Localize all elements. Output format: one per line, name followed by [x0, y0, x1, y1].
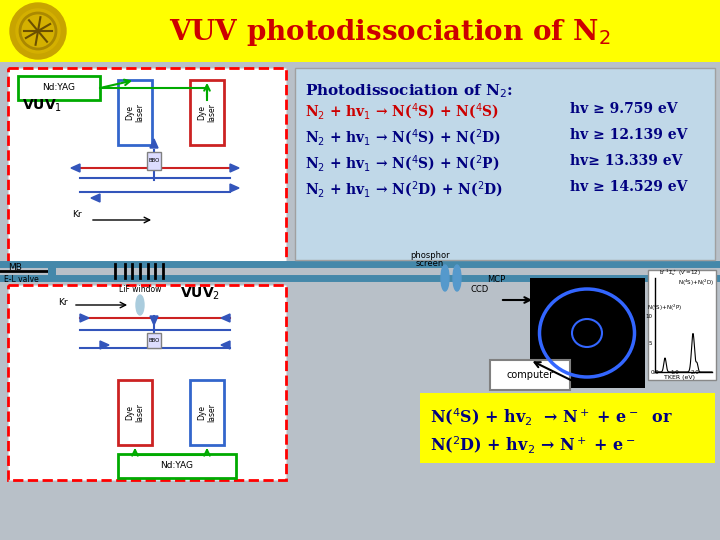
Text: CCD: CCD	[471, 285, 489, 294]
Text: hv≥ 13.339 eV: hv≥ 13.339 eV	[570, 154, 683, 168]
Text: MB: MB	[8, 263, 22, 272]
Text: N($^4$S)+N($^2$D): N($^4$S)+N($^2$D)	[678, 278, 714, 288]
Ellipse shape	[453, 265, 461, 291]
Polygon shape	[150, 316, 158, 325]
Text: N$_2$ + hv$_1$ → N($^4$S) + N($^4$S): N$_2$ + hv$_1$ → N($^4$S) + N($^4$S)	[305, 102, 499, 123]
FancyBboxPatch shape	[147, 333, 161, 348]
Text: phosphor: phosphor	[410, 251, 450, 260]
FancyBboxPatch shape	[648, 270, 716, 380]
FancyBboxPatch shape	[490, 360, 570, 390]
Text: MCP: MCP	[487, 275, 505, 284]
FancyBboxPatch shape	[118, 380, 152, 445]
Text: hv ≥ 12.139 eV: hv ≥ 12.139 eV	[570, 128, 688, 142]
Text: VUV$_1$: VUV$_1$	[22, 98, 62, 114]
Text: N$_2$ + hv$_1$ → N($^2$D) + N($^2$D): N$_2$ + hv$_1$ → N($^2$D) + N($^2$D)	[305, 180, 503, 200]
Text: VUV photodissociation of N$_2$: VUV photodissociation of N$_2$	[169, 17, 611, 49]
FancyBboxPatch shape	[0, 0, 720, 62]
Text: Dye
laser: Dye laser	[197, 104, 217, 123]
Text: Nd:YAG: Nd:YAG	[42, 84, 76, 92]
Text: BBO: BBO	[148, 159, 160, 164]
FancyBboxPatch shape	[0, 62, 720, 540]
Circle shape	[10, 3, 66, 59]
FancyBboxPatch shape	[118, 80, 152, 145]
Text: Dye
laser: Dye laser	[197, 403, 217, 422]
Text: Kr: Kr	[72, 210, 81, 219]
Text: Dye
laser: Dye laser	[125, 104, 145, 123]
Text: BBO: BBO	[148, 338, 160, 342]
Polygon shape	[221, 341, 230, 349]
Text: N$_2$ + hv$_1$ → N($^4$S) + N($^2$D): N$_2$ + hv$_1$ → N($^4$S) + N($^2$D)	[305, 128, 501, 148]
Polygon shape	[100, 341, 109, 349]
Ellipse shape	[441, 265, 449, 291]
FancyBboxPatch shape	[420, 393, 715, 463]
Text: 5: 5	[649, 341, 652, 346]
Text: Nd:YAG: Nd:YAG	[161, 462, 194, 470]
Text: 1.0: 1.0	[670, 370, 680, 375]
Text: Photodissociation of N$_2$:: Photodissociation of N$_2$:	[305, 82, 513, 100]
Polygon shape	[221, 314, 230, 322]
FancyBboxPatch shape	[295, 68, 715, 260]
Text: TKER (eV): TKER (eV)	[665, 375, 696, 380]
Polygon shape	[91, 194, 100, 202]
Text: screen: screen	[416, 259, 444, 268]
Text: VUV$_2$: VUV$_2$	[180, 286, 220, 302]
Polygon shape	[80, 314, 89, 322]
FancyBboxPatch shape	[18, 76, 100, 100]
FancyBboxPatch shape	[118, 454, 236, 478]
FancyBboxPatch shape	[8, 285, 286, 480]
Polygon shape	[150, 139, 158, 148]
Polygon shape	[230, 184, 239, 192]
Polygon shape	[71, 164, 80, 172]
FancyBboxPatch shape	[190, 80, 224, 145]
FancyBboxPatch shape	[48, 264, 56, 278]
FancyBboxPatch shape	[8, 68, 286, 263]
FancyBboxPatch shape	[190, 380, 224, 445]
Text: LiF window: LiF window	[119, 285, 161, 294]
Text: N$_2$ + hv$_1$ → N($^4$S) + N($^2$P): N$_2$ + hv$_1$ → N($^4$S) + N($^2$P)	[305, 154, 500, 174]
Text: computer: computer	[506, 370, 554, 380]
Text: Kr: Kr	[58, 298, 68, 307]
Text: 0.0: 0.0	[651, 370, 660, 375]
Text: N($^2$D) + hv$_2$ → N$^+$ + e$^-$: N($^2$D) + hv$_2$ → N$^+$ + e$^-$	[430, 435, 635, 456]
Text: Dye
laser: Dye laser	[125, 403, 145, 422]
Text: N($^4$S) + hv$_2$  → N$^+$ + e$^-$  or: N($^4$S) + hv$_2$ → N$^+$ + e$^-$ or	[430, 407, 673, 428]
Text: hv ≥ 9.759 eV: hv ≥ 9.759 eV	[570, 102, 678, 116]
FancyBboxPatch shape	[147, 152, 161, 170]
Text: hv ≥ 14.529 eV: hv ≥ 14.529 eV	[570, 180, 688, 194]
Circle shape	[16, 9, 60, 53]
Text: N($^4$S)+N($^2$P): N($^4$S)+N($^2$P)	[647, 303, 683, 313]
Polygon shape	[230, 164, 239, 172]
FancyBboxPatch shape	[530, 278, 645, 388]
Text: E-L valve: E-L valve	[4, 275, 39, 284]
Text: b' $^1\Sigma_u^+$ (v'=12): b' $^1\Sigma_u^+$ (v'=12)	[659, 267, 701, 278]
Text: 10: 10	[645, 314, 652, 319]
Ellipse shape	[136, 295, 144, 315]
Text: 2.0: 2.0	[690, 370, 699, 375]
